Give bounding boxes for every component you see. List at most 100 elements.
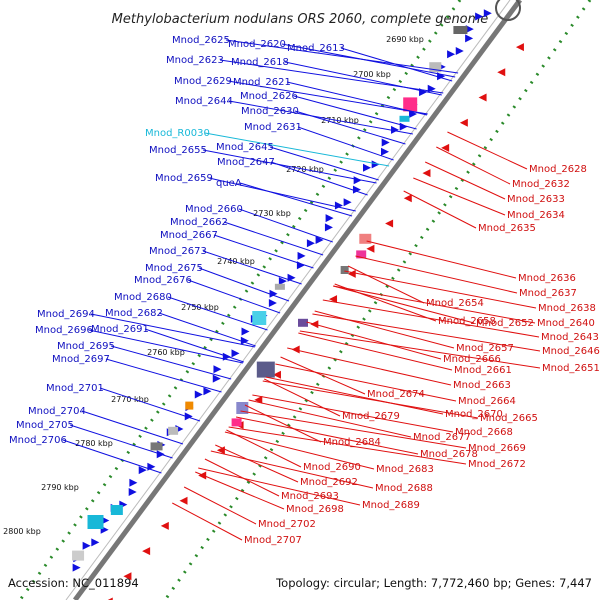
gene-label[interactable]: Mnod_2623 [166, 55, 224, 66]
gene-block [87, 515, 104, 529]
gene-label[interactable]: Mnod_2631 [244, 122, 302, 133]
ruler-tick-label: 2730 kbp [253, 209, 291, 218]
label-leader-line [167, 296, 268, 331]
gene-label[interactable]: Mnod_2635 [478, 223, 536, 234]
gene-label[interactable]: Mnod_2665 [480, 413, 538, 424]
label-leader-line [224, 431, 375, 470]
gene-label[interactable]: Mnod_2640 [537, 318, 595, 329]
gene-label[interactable]: Mnod_2657 [456, 343, 514, 354]
gene-label[interactable]: Mnod_2693 [281, 491, 339, 502]
gene-label[interactable]: Mnod_2676 [134, 275, 192, 286]
gene-label[interactable]: Mnod_2652 [476, 318, 534, 329]
gene-label[interactable]: Mnod_2618 [231, 57, 289, 68]
gene-label[interactable]: Mnod_2702 [258, 519, 316, 530]
gene-label[interactable]: Mnod_R0030 [145, 128, 210, 139]
gene-arrow [203, 387, 212, 396]
gene-label[interactable]: Mnod_2680 [114, 292, 172, 303]
gene-label[interactable]: Mnod_2630 [241, 106, 299, 117]
gene-label[interactable]: Mnod_2673 [149, 246, 207, 257]
gene-label[interactable]: Mnod_2655 [149, 145, 207, 156]
gene-label[interactable]: Mnod_2704 [28, 406, 86, 417]
label-leader-line [264, 378, 341, 417]
label-leader-line [228, 426, 467, 465]
gene-label[interactable]: queA [216, 178, 242, 189]
gene-label[interactable]: Mnod_2697 [52, 354, 110, 365]
gene-label[interactable]: Mnod_2613 [287, 43, 345, 54]
label-leaders [62, 39, 541, 541]
ruler-tick-label: 2790 kbp [41, 483, 79, 492]
ruler-tick-label: 2690 kbp [386, 35, 424, 44]
gene-label[interactable]: Mnod_2690 [303, 462, 361, 473]
gene-label[interactable]: Mnod_2647 [217, 157, 275, 168]
gene-label[interactable]: Mnod_2644 [175, 96, 233, 107]
gene-label[interactable]: Mnod_2663 [453, 380, 511, 391]
gene-label[interactable]: Mnod_2670 [445, 409, 503, 420]
gene-label[interactable]: Mnod_2654 [426, 298, 484, 309]
gene-label[interactable]: Mnod_2628 [529, 164, 587, 175]
label-leader-line [195, 471, 285, 510]
label-leader-line [333, 285, 536, 324]
gene-label[interactable]: Mnod_2645 [216, 142, 274, 153]
gene-label[interactable]: Mnod_2638 [538, 303, 596, 314]
gene-label[interactable]: Mnod_2675 [145, 263, 203, 274]
gene-label[interactable]: Mnod_2696 [35, 325, 93, 336]
gene-label[interactable]: Mnod_2658 [438, 316, 496, 327]
gene-label[interactable]: Mnod_2620 [228, 39, 286, 50]
gene-label[interactable]: Mnod_2629 [174, 76, 232, 87]
label-leader-line [270, 161, 368, 196]
map-title: Methylobacterium nodulans ORS 2060, comp… [112, 12, 489, 27]
gene-label[interactable]: Mnod_2667 [160, 230, 218, 241]
gene-label[interactable]: Mnod_2668 [455, 427, 513, 438]
gene-label[interactable]: Mnod_2705 [16, 420, 74, 431]
gene-label[interactable]: Mnod_2659 [155, 173, 213, 184]
gene-label[interactable]: Mnod_2689 [362, 500, 420, 511]
gene-label[interactable]: Mnod_2636 [518, 273, 576, 284]
gene-label[interactable]: Mnod_2674 [367, 389, 425, 400]
gene-label[interactable]: Mnod_2677 [413, 432, 471, 443]
label-leader-line [187, 279, 281, 314]
gene-arrow [324, 223, 333, 232]
gene-label[interactable]: Mnod_2666 [443, 354, 501, 365]
gene-label[interactable]: Mnod_2679 [342, 411, 400, 422]
gene-label[interactable]: Mnod_2661 [454, 365, 512, 376]
gene-label[interactable]: Mnod_2701 [46, 383, 104, 394]
gene-label[interactable]: Mnod_2672 [468, 459, 526, 470]
gene-label[interactable]: Mnod_2626 [240, 91, 298, 102]
gene-arrow [129, 478, 138, 487]
gene-arrow [325, 214, 334, 223]
gene-label[interactable]: Mnod_2646 [542, 346, 600, 357]
gene-label[interactable]: Mnod_2683 [376, 464, 434, 475]
gene-label[interactable]: Mnod_2634 [507, 210, 565, 221]
gene-label[interactable]: Mnod_2678 [420, 449, 478, 460]
gene-label[interactable]: Mnod_2707 [244, 535, 302, 546]
gene-label[interactable]: Mnod_2691 [91, 324, 149, 335]
gene-label[interactable]: Mnod_2692 [300, 477, 358, 488]
gene-label[interactable]: Mnod_2698 [286, 504, 344, 515]
gene-label[interactable]: Mnod_2695 [57, 341, 115, 352]
gene-label[interactable]: Mnod_2669 [468, 443, 526, 454]
gene-label[interactable]: Mnod_2621 [233, 77, 291, 88]
gene-label[interactable]: Mnod_2625 [172, 35, 230, 46]
gene-label[interactable]: Mnod_2694 [37, 309, 95, 320]
gene-label[interactable]: Mnod_2651 [542, 363, 600, 374]
gene-label[interactable]: Mnod_2684 [323, 437, 381, 448]
label-leader-line [262, 380, 479, 419]
gene-arrow [497, 68, 506, 77]
gene-label[interactable]: Mnod_2682 [105, 308, 163, 319]
gene-label[interactable]: Mnod_2706 [9, 435, 67, 446]
gene-label[interactable]: Mnod_2688 [375, 483, 433, 494]
gene-label[interactable]: Mnod_2643 [541, 332, 599, 343]
circular-overview-fragment [495, 0, 521, 21]
gene-label[interactable]: Mnod_2664 [458, 396, 516, 407]
gene-label[interactable]: Mnod_2633 [507, 194, 565, 205]
gene-label[interactable]: Mnod_2637 [519, 288, 577, 299]
gene-label[interactable]: Mnod_2660 [185, 204, 243, 215]
gene-arrow [306, 239, 315, 248]
label-leader-line [297, 126, 394, 161]
ruler-tick-label: 2770 kbp [111, 395, 149, 404]
gene-label[interactable]: Mnod_2632 [512, 179, 570, 190]
gene-arrow [272, 370, 281, 379]
gene-arrow [268, 299, 277, 307]
gene-label[interactable]: Mnod_2662 [170, 217, 228, 228]
